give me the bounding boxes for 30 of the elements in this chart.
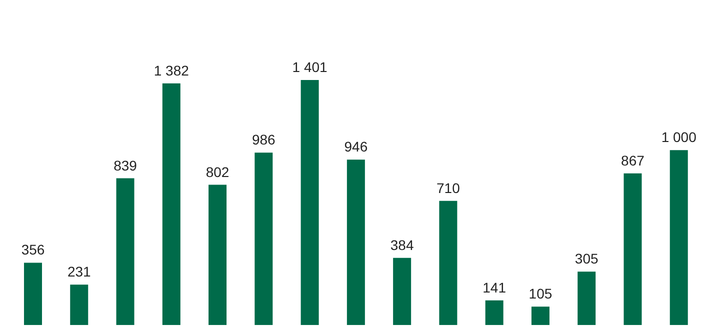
bar <box>24 262 42 325</box>
bar <box>439 200 458 325</box>
data-label: 946 <box>344 138 368 155</box>
data-label: 986 <box>252 132 276 148</box>
bar <box>485 300 504 325</box>
bar <box>70 284 88 325</box>
bar <box>300 80 319 325</box>
data-label: 384 <box>390 236 414 253</box>
data-label: 305 <box>574 250 598 267</box>
bar <box>162 83 180 325</box>
bar <box>116 178 134 325</box>
data-label: 356 <box>21 242 45 258</box>
bar <box>346 160 365 325</box>
data-label: 1 382 <box>154 62 190 78</box>
bar <box>208 184 227 325</box>
bar <box>393 258 412 325</box>
data-label: 802 <box>206 164 230 180</box>
data-label: 867 <box>621 152 645 168</box>
data-label: 1 000 <box>661 129 697 146</box>
bar <box>624 173 642 325</box>
data-label: 231 <box>67 264 92 280</box>
data-label: 141 <box>482 279 506 296</box>
data-label: 710 <box>436 180 460 196</box>
data-label: 839 <box>114 157 138 174</box>
data-label: 1 401 <box>292 59 328 75</box>
bar <box>531 306 550 325</box>
bar <box>254 152 273 325</box>
data-label: 105 <box>528 286 552 302</box>
bar <box>578 272 596 325</box>
bar <box>670 150 688 325</box>
